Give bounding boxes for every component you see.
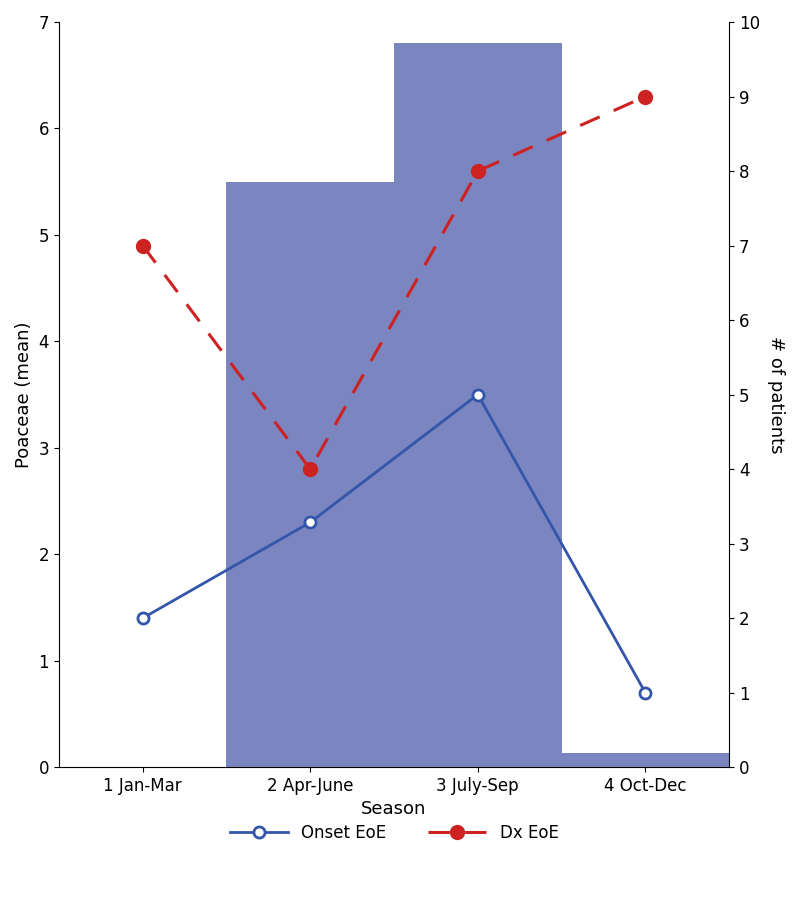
Bar <box>394 43 562 767</box>
Bar <box>562 753 729 767</box>
Legend: Onset EoE, Dx EoE: Onset EoE, Dx EoE <box>223 817 565 848</box>
Bar <box>226 182 394 767</box>
X-axis label: Season: Season <box>362 801 426 818</box>
Y-axis label: Poaceae (mean): Poaceae (mean) <box>15 321 33 467</box>
Y-axis label: # of patients: # of patients <box>767 336 785 454</box>
